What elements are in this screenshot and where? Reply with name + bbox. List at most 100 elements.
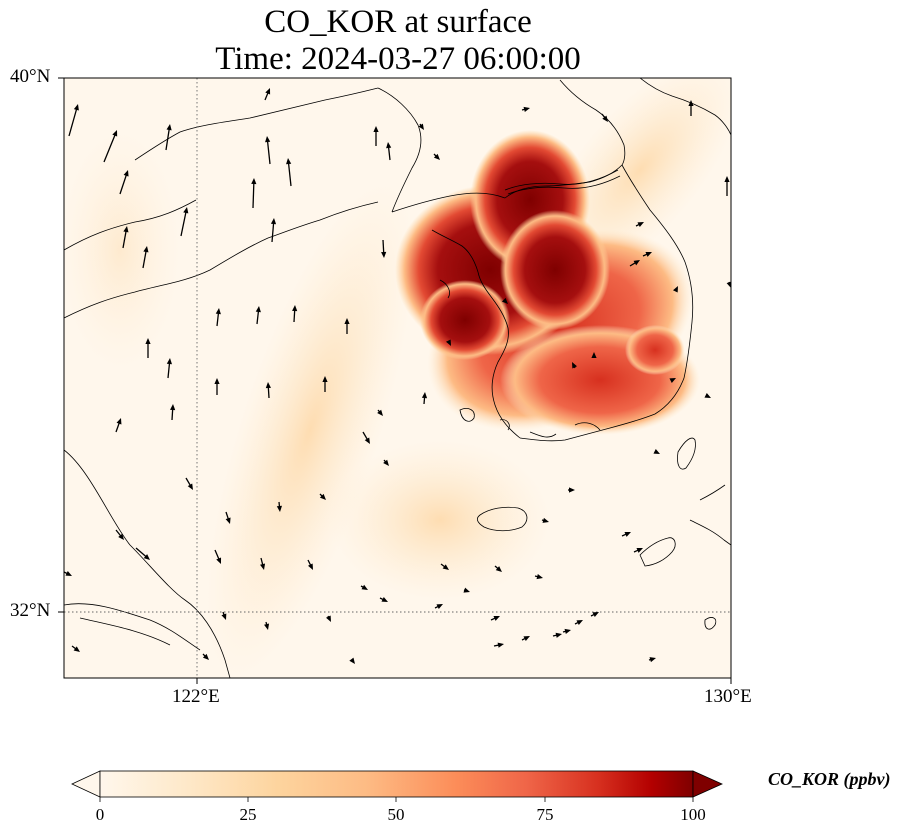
map-area [64, 78, 731, 678]
wind-arrow-shaft [142, 250, 147, 269]
wind-arrow-head [319, 493, 326, 500]
wind-arrow-head [442, 564, 449, 570]
wind-arrow-shaft [216, 312, 220, 327]
wind-arrow-head [225, 517, 231, 524]
wind-arrow-shaft [119, 174, 128, 195]
wind-arrow-head [123, 170, 129, 177]
colorbar-extend-high [692, 770, 723, 798]
wind-arrow-head [143, 554, 150, 560]
map-title: CO_KOR at surface [264, 4, 532, 40]
wind-arrow-shaft [103, 134, 116, 163]
wind-arrow-shaft [267, 386, 270, 399]
colorbar-tick: 0 [95, 805, 105, 824]
wind-arrow-head [637, 222, 644, 228]
wind-arrow-head [649, 657, 656, 663]
wind-arrow-head [118, 533, 124, 540]
wind-arrow-head [386, 142, 392, 149]
wind-arrow-head [116, 418, 122, 425]
wind-arrow-head [636, 548, 643, 553]
lon-label-122: 122°E [172, 686, 220, 707]
wind-arrow-head [493, 616, 500, 621]
wind-arrow-head [572, 362, 578, 369]
wind-arrow-shaft [264, 92, 269, 101]
wind-arrow-head [214, 378, 220, 384]
wind-arrow-shaft [266, 140, 271, 165]
wind-arrow-head [463, 587, 470, 593]
wind-arrow-head [569, 487, 575, 493]
wind-arrow-head [624, 532, 631, 537]
wind-arrow-head [251, 178, 257, 185]
wind-arrow-head [73, 646, 80, 652]
wind-arrow-head [381, 251, 387, 258]
wind-arrow-head [276, 505, 282, 512]
wind-arrow-shaft [260, 557, 264, 566]
gridlines [64, 78, 731, 678]
wind-arrow-shaft [225, 511, 230, 520]
wind-arrow-head [265, 88, 271, 95]
wind-arrow-head [73, 104, 79, 111]
wind-arrow-head [361, 584, 368, 590]
wind-arrow-head [592, 612, 599, 618]
wind-arrow-head [65, 570, 72, 576]
wind-arrow-head [183, 207, 189, 214]
wind-arrow-head [591, 352, 597, 358]
wind-vectors [64, 88, 731, 664]
wind-arrow-head [672, 286, 678, 293]
wind-arrow-head [260, 563, 266, 570]
wind-arrow-shaft [167, 362, 171, 379]
wind-arrow-head [373, 126, 379, 132]
wind-arrow-head [143, 246, 149, 253]
wind-arrow-head [349, 657, 355, 664]
wind-arrow-head [270, 218, 277, 225]
wind-arrow-head [264, 623, 270, 630]
wind-arrow-shaft [362, 431, 369, 441]
wind-arrow-shaft [293, 309, 296, 323]
colorbar-tick: 50 [387, 805, 405, 824]
wind-arrow-head [325, 615, 331, 622]
wind-arrow-head [421, 392, 428, 399]
wind-arrow-head [187, 483, 193, 490]
wind-arrow-shaft [171, 408, 174, 421]
colorbar-tick: 25 [239, 805, 257, 824]
wind-arrow-head [418, 123, 424, 130]
wind-arrow-shaft [214, 549, 220, 560]
colorbar [71, 770, 723, 802]
wind-arrow-head [704, 392, 711, 398]
wind-arrow-head [170, 404, 176, 411]
wind-arrow-head [344, 318, 350, 324]
wind-arrow-head [602, 115, 608, 122]
wind-arrow-head [221, 613, 227, 620]
wind-arrow-shaft [252, 182, 255, 209]
wind-arrow-head [669, 378, 676, 384]
co-field-haze [64, 78, 731, 678]
wind-arrow-head [255, 306, 261, 313]
wind-arrow-head [523, 106, 530, 112]
wind-arrow-head [542, 517, 549, 523]
wind-arrow-head [265, 382, 271, 389]
wind-arrow-head [322, 376, 328, 382]
wind-arrow-head [364, 437, 370, 444]
wind-arrow-head [536, 574, 543, 580]
wind-arrow-head [726, 281, 731, 288]
wind-arrow-head [497, 642, 504, 648]
wind-arrow-shaft [165, 128, 170, 151]
map-subtitle: Time: 2024-03-27 06:00:00 [215, 41, 581, 77]
wind-arrow-head [564, 628, 571, 634]
wind-arrow-head [286, 158, 292, 165]
wind-arrow-shaft [387, 146, 391, 161]
wind-arrow-shaft [122, 230, 127, 249]
wind-arrow-head [501, 297, 508, 304]
co-field-plume [395, 130, 700, 435]
wind-arrow-head [112, 130, 118, 137]
wind-arrow-shaft [68, 108, 78, 137]
wind-arrow-shaft [256, 310, 260, 325]
wind-arrow-head [166, 124, 172, 131]
wind-arrow-shaft [115, 529, 122, 537]
wind-arrow-shaft [382, 239, 385, 254]
wind-arrow-shaft [271, 222, 275, 243]
wind-arrow-head [576, 620, 583, 626]
wind-arrow-head [377, 409, 383, 416]
lat-label-32: 32°N [10, 600, 51, 621]
coastlines [64, 78, 731, 678]
colorbar-label: CO_KOR (ppbv) [768, 769, 891, 789]
